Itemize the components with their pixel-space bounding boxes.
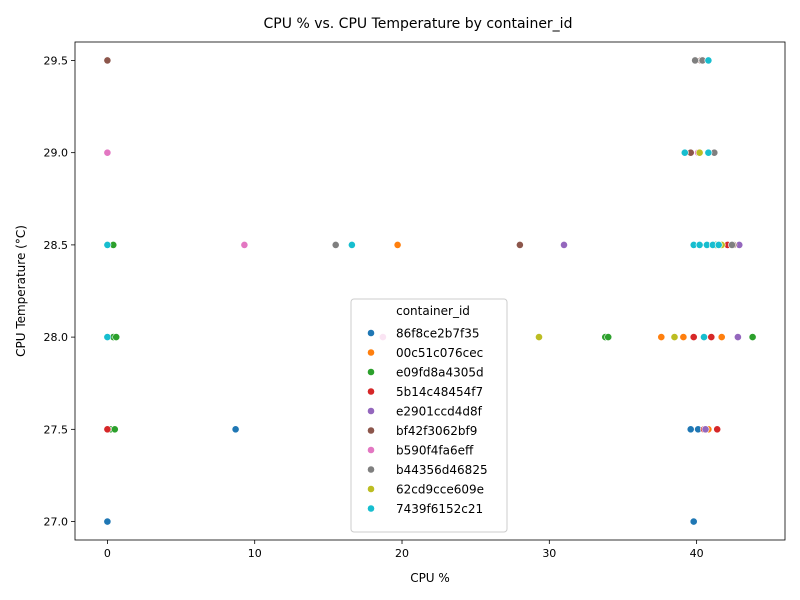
- y-axis-ticks: 27.0 27.5 28.0 28.5 29.0 29.5: [44, 54, 75, 529]
- data-point-b44356d46825: [691, 56, 699, 65]
- data-point-62cd9cce609e: [695, 148, 704, 157]
- legend-title: container_id: [396, 304, 470, 318]
- x-axis-ticks: 0 10 20 30 40: [104, 540, 704, 560]
- legend-label-b590f4fa6eff: b590f4fa6eff: [396, 444, 474, 458]
- legend-label-62cd9cce609e: 62cd9cce609e: [396, 483, 484, 497]
- legend-items: 86f8ce2b7f35 00c51c076cec e09fd8a4305d 5b14…: [367, 327, 488, 516]
- data-point-b590f4fa6eff: [240, 240, 249, 249]
- legend-marker-5b14c48454f7: [367, 387, 375, 396]
- data-point-b44356d46825: [331, 240, 340, 249]
- y-tick-label: 29.5: [44, 54, 69, 67]
- y-tick-label: 28.0: [44, 331, 69, 344]
- data-point-7439f6152c21: [695, 240, 704, 249]
- legend-label-e09fd8a4305d: e09fd8a4305d: [396, 366, 484, 380]
- x-tick-label: 10: [248, 547, 262, 560]
- data-point-e2901ccd4d8f: [701, 425, 710, 434]
- data-point-b590f4fa6eff: [103, 148, 112, 157]
- data-point-7439f6152c21: [700, 333, 708, 341]
- legend: container_id 86f8ce2b7f35 00c51c076cec e09…: [350, 298, 508, 533]
- x-tick-label: 0: [104, 547, 111, 560]
- x-axis-label: CPU %: [410, 571, 450, 585]
- data-point-86f8ce2b7f35: [686, 425, 695, 434]
- data-point-7439f6152c21: [680, 148, 689, 157]
- x-tick-label: 40: [690, 547, 704, 560]
- legend-label-bf42f3062bf9: bf42f3062bf9: [396, 424, 477, 438]
- y-tick-label: 27.5: [44, 423, 69, 436]
- y-tick-label: 29.0: [44, 147, 69, 160]
- data-point-e09fd8a4305d: [110, 425, 119, 434]
- data-point-7439f6152c21: [704, 148, 713, 157]
- data-point-5b14c48454f7: [689, 333, 698, 341]
- legend-box: [350, 298, 508, 533]
- x-tick-label: 30: [542, 547, 556, 560]
- data-point-00c51c076cec: [393, 240, 402, 249]
- y-tick-label: 27.0: [44, 516, 69, 529]
- legend-label-5b14c48454f7: 5b14c48454f7: [396, 385, 483, 399]
- data-point-86f8ce2b7f35: [231, 425, 240, 434]
- legend-marker-7439f6152c21: [367, 504, 375, 513]
- plot-area-frame: [74, 41, 786, 541]
- data-point-bf42f3062bf9: [516, 240, 524, 249]
- data-point-e09fd8a4305d: [604, 333, 613, 341]
- chart-title: CPU % vs. CPU Temperature by container_i…: [264, 16, 573, 32]
- data-point-5b14c48454f7: [713, 425, 722, 434]
- legend-label-7439f6152c21: 7439f6152c21: [396, 502, 483, 516]
- y-axis-label: CPU Temperature (°C): [14, 225, 28, 357]
- data-point-7439f6152c21: [347, 240, 356, 249]
- legend-marker-e09fd8a4305d: [367, 368, 375, 376]
- data-point-7439f6152c21: [103, 240, 112, 249]
- data-point-5b14c48454f7: [103, 425, 112, 434]
- data-point-e2901ccd4d8f: [734, 333, 742, 341]
- data-point-7439f6152c21: [714, 240, 723, 249]
- data-point-00c51c076cec: [717, 333, 726, 341]
- legend-marker-00c51c076cec: [367, 348, 375, 357]
- x-tick-label: 20: [395, 547, 409, 560]
- data-point-00c51c076cec: [679, 333, 688, 341]
- y-tick-label: 28.5: [44, 239, 69, 252]
- legend-marker-bf42f3062bf9: [367, 426, 375, 435]
- legend-marker-b590f4fa6eff: [367, 446, 375, 454]
- data-point-e09fd8a4305d: [112, 333, 121, 341]
- data-point-7439f6152c21: [704, 56, 713, 65]
- data-point-86f8ce2b7f35: [689, 517, 698, 526]
- data-point-7439f6152c21: [103, 333, 112, 341]
- legend-marker-86f8ce2b7f35: [367, 329, 375, 337]
- legend-label-86f8ce2b7f35: 86f8ce2b7f35: [396, 327, 480, 341]
- data-point-b44356d46825: [728, 240, 736, 249]
- data-point-e09fd8a4305d: [748, 333, 757, 341]
- legend-label-00c51c076cec: 00c51c076cec: [396, 346, 483, 360]
- legend-marker-b44356d46825: [367, 465, 375, 474]
- data-point-62cd9cce609e: [535, 333, 543, 341]
- legend-label-b44356d46825: b44356d46825: [396, 463, 488, 477]
- data-point-e2901ccd4d8f: [560, 240, 568, 249]
- data-point-00c51c076cec: [657, 333, 666, 341]
- legend-marker-e2901ccd4d8f: [367, 407, 375, 415]
- legend-marker-62cd9cce609e: [367, 485, 375, 493]
- data-point-86f8ce2b7f35: [103, 517, 112, 526]
- data-point-62cd9cce609e: [670, 333, 679, 341]
- legend-label-e2901ccd4d8f: e2901ccd4d8f: [396, 405, 483, 419]
- data-point-bf42f3062bf9: [103, 56, 112, 65]
- data-point-5b14c48454f7: [707, 333, 716, 341]
